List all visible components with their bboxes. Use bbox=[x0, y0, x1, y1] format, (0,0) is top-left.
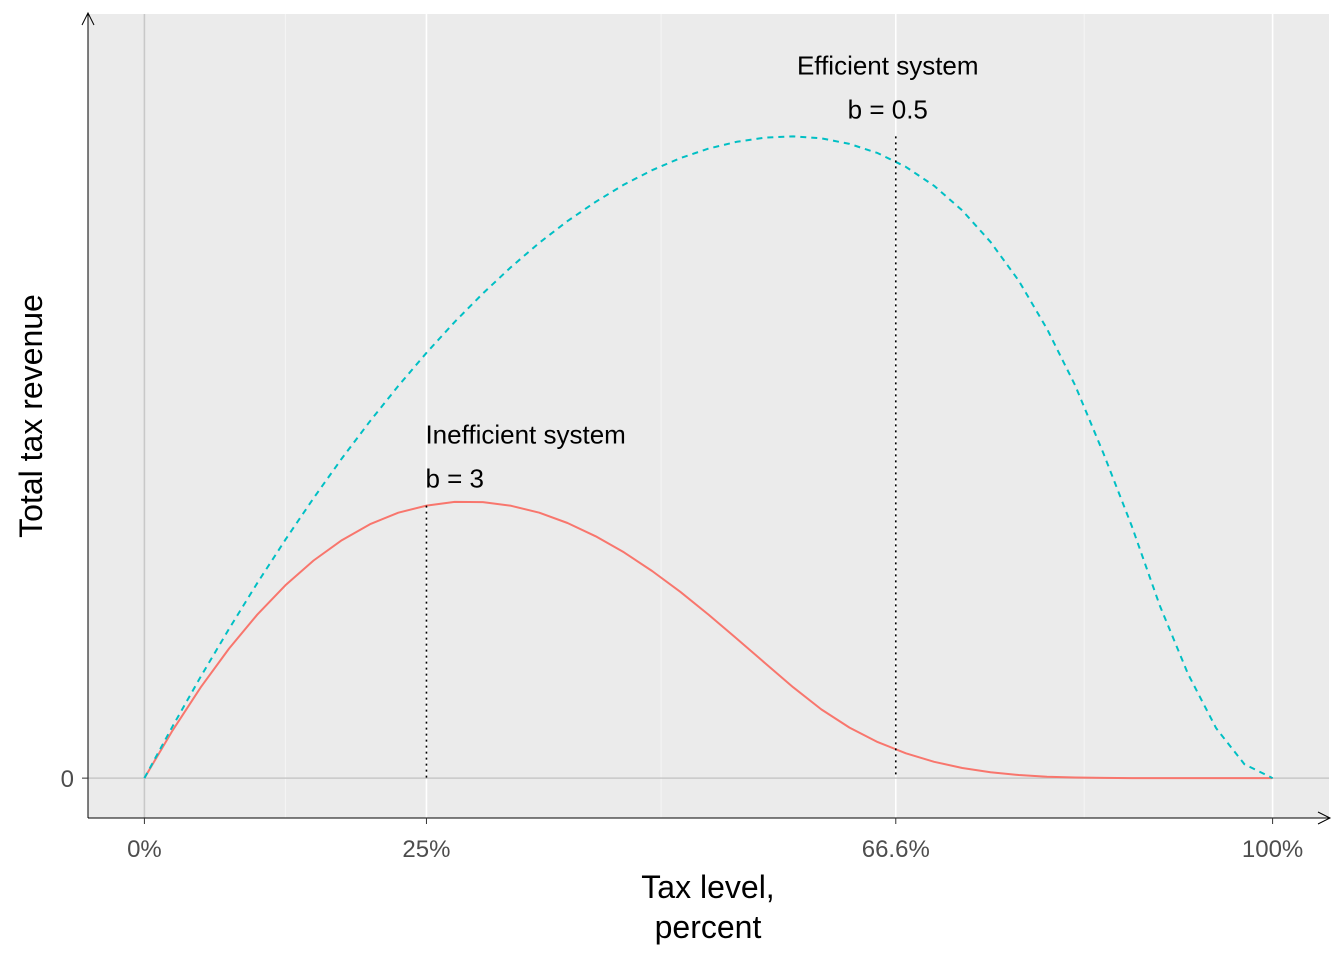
x-axis-title-line-1: Tax level, bbox=[641, 869, 774, 905]
x-tick-labels: 0% 25% 66.6% 100% bbox=[127, 818, 1303, 863]
annotation-1-line-0: Efficient system bbox=[797, 50, 979, 80]
grid-lines bbox=[88, 14, 1329, 818]
plot-panel bbox=[88, 14, 1329, 818]
x-axis-title-line-2: percent bbox=[655, 909, 762, 945]
y-tick-labels: 0 bbox=[61, 766, 88, 793]
x-tick-label-0: 0% bbox=[127, 836, 162, 863]
y-axis-title: Total tax revenue bbox=[13, 294, 49, 538]
axes bbox=[81, 11, 1332, 825]
peak-guide-lines bbox=[425, 136, 897, 779]
x-tick-label-2: 66.6% bbox=[862, 836, 930, 863]
series-line-b-3 bbox=[143, 500, 1273, 780]
series-lines bbox=[143, 135, 1274, 780]
annotation-0-line-1: b = 3 bbox=[425, 464, 484, 494]
x-tick-label-1: 25% bbox=[402, 836, 450, 863]
y-axis-arrow-icon bbox=[81, 11, 95, 26]
x-tick-label-3: 100% bbox=[1242, 836, 1303, 863]
x-axis-arrow-icon bbox=[1317, 811, 1332, 825]
y-tick-label-0: 0 bbox=[61, 766, 74, 793]
annotations: Inefficient system b = 3 Efficient system b… bbox=[425, 50, 978, 493]
annotation-1-line-1: b = 0.5 bbox=[848, 94, 928, 124]
annotation-0-line-0: Inefficient system bbox=[425, 420, 625, 450]
